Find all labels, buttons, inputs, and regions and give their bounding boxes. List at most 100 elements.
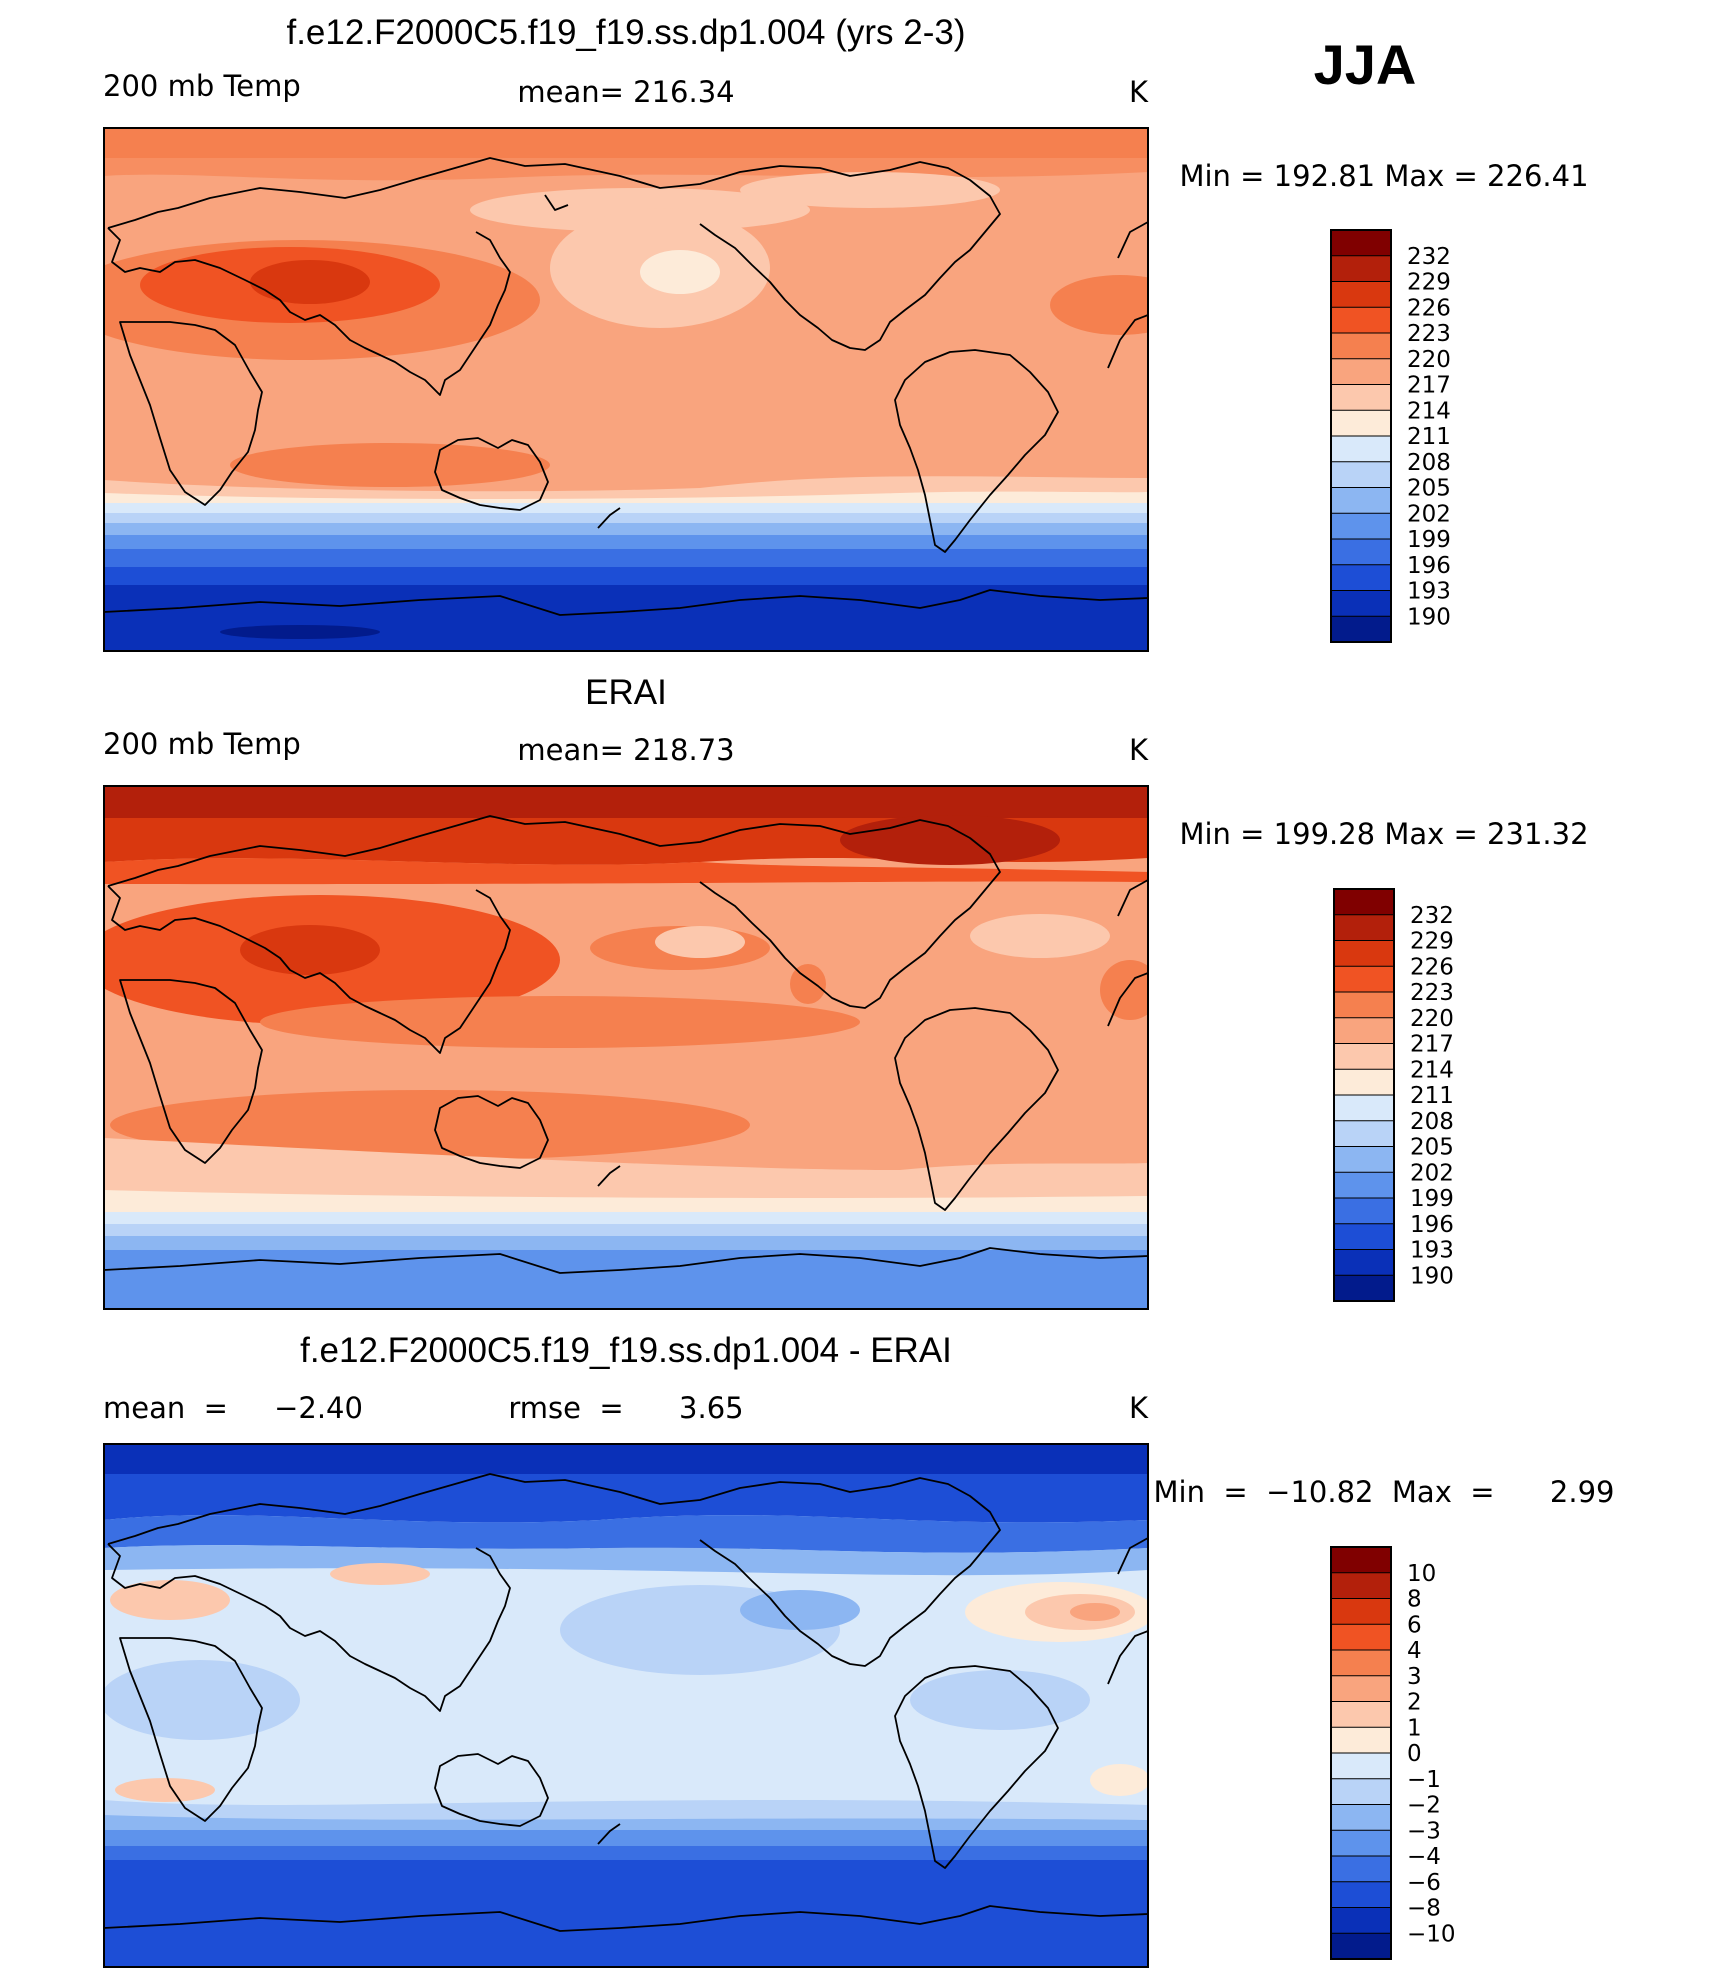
panel-left-label: 200 mb Temp <box>103 727 301 761</box>
colorbar-tick-label: 217 <box>1410 1032 1454 1058</box>
colorbar-tick-label: 10 <box>1407 1561 1436 1587</box>
colorbar-swatch <box>1330 590 1392 618</box>
panel-rmse-label: rmse = 3.65 <box>508 1391 743 1425</box>
colorbar-swatch <box>1330 332 1392 360</box>
colorbar-swatch <box>1333 1094 1395 1122</box>
colorbar-tick-label: 193 <box>1407 579 1451 605</box>
colorbar-frame <box>1333 888 1395 1302</box>
colorbar-tick-label: 199 <box>1410 1186 1454 1212</box>
colorbar-tick-label: −10 <box>1407 1921 1456 1947</box>
colorbar-swatch <box>1333 1068 1395 1096</box>
colorbar-swatch <box>1330 1649 1392 1677</box>
colorbar-tick-label: 8 <box>1407 1587 1422 1613</box>
colorbar-tick-label: 6 <box>1407 1612 1422 1638</box>
panel-minmax: Min = 192.81 Max = 226.41 <box>1179 159 1588 193</box>
colorbar-swatch <box>1330 1675 1392 1703</box>
plot-frame <box>103 1443 1149 1968</box>
colorbar-swatch <box>1330 564 1392 592</box>
colorbar-tick-label: −3 <box>1407 1818 1441 1844</box>
colorbar-swatch <box>1330 538 1392 566</box>
plot-frame <box>103 127 1149 652</box>
colorbar-frame <box>1330 1546 1392 1960</box>
panel-reference: ERAI 200 mb Temp mean= 218.73 K <box>103 673 1589 1310</box>
colorbar-swatch <box>1330 229 1392 257</box>
colorbar-swatch <box>1333 1171 1395 1199</box>
panel-units: K <box>1129 75 1149 109</box>
colorbar-swatch <box>1330 1546 1392 1574</box>
colorbar-swatch <box>1333 914 1395 942</box>
colorbar-swatch <box>1330 358 1392 386</box>
panel-difference: f.e12.F2000C5.f19_f19.ss.dp1.004 - ERAI … <box>103 1331 1615 1968</box>
colorbar-tick-label: 1 <box>1407 1715 1422 1741</box>
colorbar-swatch <box>1330 1572 1392 1600</box>
colorbar-swatch <box>1333 991 1395 1019</box>
colorbar-tick-label: 211 <box>1407 424 1451 450</box>
colorbar-tick-label: 208 <box>1407 450 1451 476</box>
colorbar-tick-label: 202 <box>1407 501 1451 527</box>
colorbar-swatch <box>1333 1017 1395 1045</box>
colorbar-tick-label: 226 <box>1407 295 1451 321</box>
season-label: JJA <box>1314 33 1417 96</box>
colorbar-tick-label: 220 <box>1407 347 1451 373</box>
panel-title: ERAI <box>585 673 667 712</box>
colorbar-swatch <box>1330 435 1392 463</box>
panel-title: f.e12.F2000C5.f19_f19.ss.dp1.004 (yrs 2-… <box>286 13 965 52</box>
colorbar-swatch <box>1330 615 1392 643</box>
colorbar-swatch <box>1330 1598 1392 1626</box>
colorbar-swatch <box>1333 1274 1395 1302</box>
colorbar-swatch <box>1330 409 1392 437</box>
colorbar-swatch <box>1333 965 1395 993</box>
colorbar-swatch <box>1330 1623 1392 1651</box>
colorbar-tick-label: 223 <box>1410 980 1454 1006</box>
colorbar-tick-label: 3 <box>1407 1664 1422 1690</box>
colorbar-swatch <box>1330 1778 1392 1806</box>
colorbar-swatch <box>1330 1804 1392 1832</box>
colorbar-tick-label: 190 <box>1410 1263 1454 1289</box>
colorbar: 2322292262232202172142112082052021991961… <box>1333 888 1454 1302</box>
panel-minmax: Min = −10.82 Max = 2.99 <box>1154 1475 1615 1509</box>
colorbar-tick-label: 220 <box>1410 1006 1454 1032</box>
coastlines <box>104 815 1148 1274</box>
colorbar-swatch <box>1333 1043 1395 1071</box>
colorbar-tick-label: 229 <box>1410 929 1454 955</box>
colorbar-tick-label: −6 <box>1407 1870 1441 1896</box>
colorbar-swatch <box>1333 1223 1395 1251</box>
contour-field <box>104 786 1148 1309</box>
contour-field <box>104 128 1148 651</box>
colorbar-swatch <box>1330 487 1392 515</box>
panel-left-label: mean = −2.40 <box>103 1391 363 1425</box>
colorbar-tick-label: 208 <box>1410 1109 1454 1135</box>
colorbar-swatch <box>1333 888 1395 916</box>
colorbar-tick-label: 205 <box>1410 1135 1454 1161</box>
colorbar-tick-label: 229 <box>1407 270 1451 296</box>
colorbar-tick-label: 193 <box>1410 1238 1454 1264</box>
colorbar-tick-label: 226 <box>1410 954 1454 980</box>
colorbar-tick-label: 202 <box>1410 1160 1454 1186</box>
colorbar-frame <box>1330 229 1392 643</box>
colorbar-swatch <box>1330 1829 1392 1857</box>
colorbar-swatch <box>1333 1197 1395 1225</box>
colorbar-tick-label: 217 <box>1407 373 1451 399</box>
colorbar-tick-label: −1 <box>1407 1767 1441 1793</box>
colorbar-swatch <box>1330 1701 1392 1729</box>
colorbar-tick-label: 4 <box>1407 1638 1422 1664</box>
colorbar-swatch <box>1330 1907 1392 1935</box>
panel-title: f.e12.F2000C5.f19_f19.ss.dp1.004 - ERAI <box>300 1331 952 1370</box>
colorbar-tick-label: 232 <box>1407 244 1451 270</box>
colorbar-tick-label: 2 <box>1407 1690 1422 1716</box>
colorbar-tick-label: 0 <box>1407 1741 1422 1767</box>
coastlines <box>104 157 1148 616</box>
colorbar-swatch <box>1330 1932 1392 1960</box>
colorbar-swatch <box>1330 512 1392 540</box>
colorbar-swatch <box>1330 1855 1392 1883</box>
colorbar-tick-label: 223 <box>1407 321 1451 347</box>
colorbar: 2322292262232202172142112082052021991961… <box>1330 229 1451 643</box>
colorbar-tick-label: 199 <box>1407 527 1451 553</box>
plot-frame <box>103 785 1149 1310</box>
colorbar-tick-label: −8 <box>1407 1896 1441 1922</box>
colorbar-swatch <box>1330 255 1392 283</box>
colorbar-swatch <box>1330 384 1392 412</box>
coastlines <box>104 1473 1148 1932</box>
colorbar-tick-label: 232 <box>1410 903 1454 929</box>
colorbar-swatch <box>1333 1146 1395 1174</box>
